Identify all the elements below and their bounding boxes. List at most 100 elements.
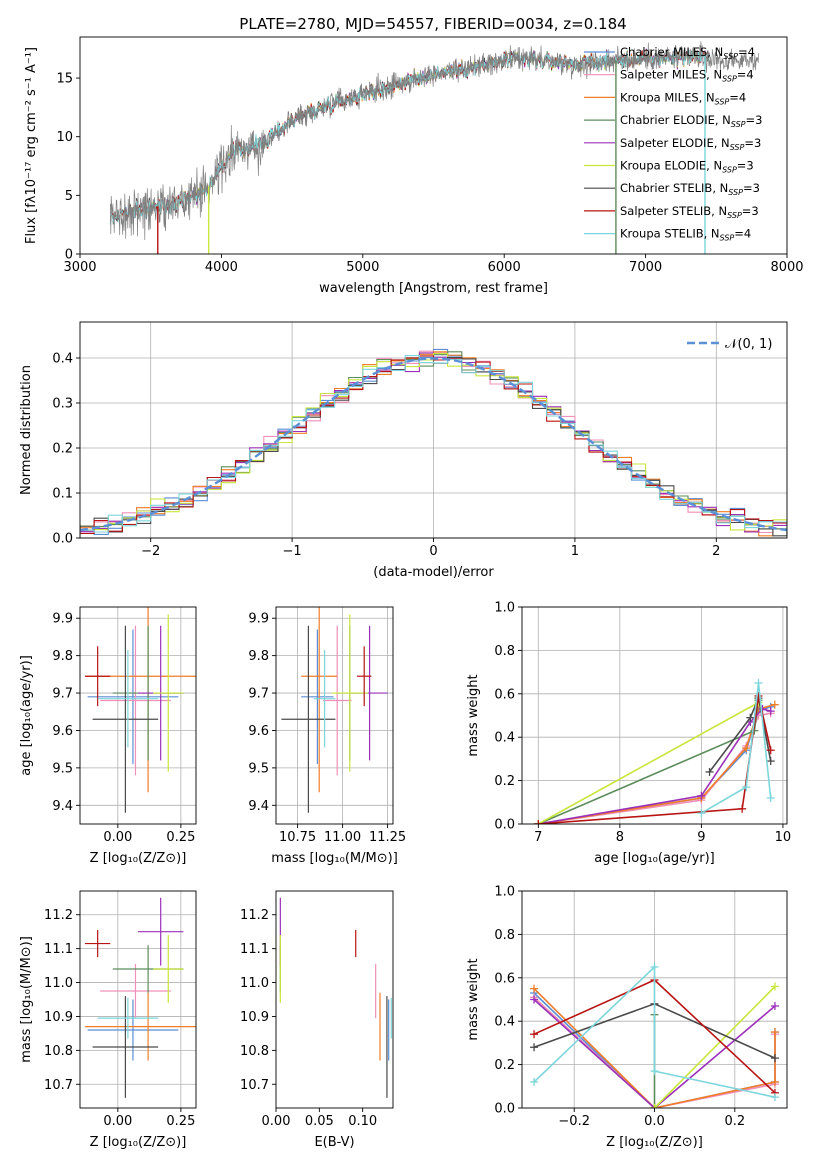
- y-tick-label: 9.7: [52, 687, 73, 702]
- y-tick-label: 9.5: [248, 761, 269, 776]
- panel-age-vs-Z: 0.00 0.25 9.4 9.5 9.6 9.7 9.8 9.9 Z [log₁₀(Z/Z⊙)…: [19, 606, 197, 866]
- x-axis-label: mass [log₁₀(M/M⊙)]: [271, 851, 398, 866]
- x-tick-label: −1: [283, 544, 302, 559]
- x-tick-label: 2: [712, 544, 720, 559]
- legend-label: Salpeter ELODIE, NSSP=3: [620, 136, 761, 152]
- y-tick-label: 10.9: [44, 1010, 73, 1025]
- y-tick-label: 9.9: [248, 612, 269, 627]
- weight-line: [700, 682, 772, 814]
- y-tick-label: 9.4: [248, 799, 269, 814]
- panel-weight-vs-Z: −0.2 0.0 0.2 0.0 0.2 0.4 0.6 0.8 1.0 Z [log₁₀(Z/Z…: [466, 885, 788, 1150]
- plot-area: [85, 897, 196, 1098]
- x-tick-label: 7000: [629, 260, 662, 275]
- y-tick-label: 0.0: [52, 532, 73, 547]
- y-tick-label: 11.2: [240, 908, 269, 923]
- axes-frame: [79, 890, 197, 1109]
- y-tick-label: 9.5: [52, 761, 73, 776]
- y-tick-label: 9.8: [248, 649, 269, 664]
- x-tick-label: 10.75: [279, 830, 316, 845]
- x-tick-label: 6000: [488, 260, 521, 275]
- y-tick-label: 0.2: [52, 442, 73, 457]
- y-axis-label: mass weight: [466, 958, 481, 1040]
- x-tick-label: 11.00: [324, 830, 361, 845]
- weight-line: [538, 712, 771, 824]
- x-axis-label: Z [log₁₀(Z/Z⊙)]: [606, 1135, 703, 1150]
- plot-area: [85, 607, 196, 813]
- y-tick-label: 0.4: [494, 1015, 515, 1030]
- legend-label: Chabrier STELIB, NSSP=3: [620, 181, 760, 197]
- weight-line: [653, 985, 776, 1108]
- observed-spectrum-line: [110, 41, 759, 241]
- weight-line: [537, 701, 759, 824]
- y-tick-label: 10.7: [240, 1078, 269, 1093]
- histogram-step: [80, 355, 787, 536]
- x-tick-label: 11.25: [369, 830, 406, 845]
- y-tick-label: 9.8: [52, 649, 73, 664]
- panel-age-vs-mass: 10.75 11.00 11.25 9.4 9.5 9.6 9.7 9.8 9.9 mass [l…: [248, 606, 406, 866]
- y-tick-label: 0.2: [494, 1058, 515, 1073]
- y-tick-label: 5: [65, 189, 73, 204]
- y-tick-label: 0: [65, 248, 73, 263]
- x-tick-label: 8: [616, 830, 624, 845]
- y-tick-label: 10.8: [240, 1044, 269, 1059]
- y-tick-label: 0.8: [494, 928, 515, 943]
- x-tick-label: 3000: [63, 260, 96, 275]
- x-tick-label: 10: [775, 830, 792, 845]
- x-tick-label: 0: [429, 544, 437, 559]
- y-tick-label: 11.1: [240, 942, 269, 957]
- plot-area: [530, 962, 779, 1108]
- x-tick-label: 0.0: [644, 1114, 665, 1129]
- y-tick-label: 0.4: [52, 352, 73, 367]
- y-tick-label: 0.2: [494, 774, 515, 789]
- y-tick-label: 1.0: [494, 885, 515, 900]
- y-tick-label: 9.9: [52, 612, 73, 627]
- plot-area: [281, 607, 388, 813]
- x-tick-label: 0.00: [262, 1114, 291, 1129]
- y-tick-label: 15: [56, 72, 73, 87]
- y-tick-label: 9.4: [52, 799, 73, 814]
- axes-frame: [79, 36, 788, 255]
- y-tick-label: 11.1: [44, 942, 73, 957]
- weight-line: [533, 965, 776, 1098]
- x-tick-label: 0.2: [724, 1114, 745, 1129]
- axes-frame: [79, 606, 197, 825]
- x-tick-label: 8000: [770, 260, 803, 275]
- x-tick-label: −0.2: [558, 1114, 590, 1129]
- gaussian-curve: [80, 357, 787, 532]
- y-tick-label: 9.6: [248, 724, 269, 739]
- plot-area: [80, 348, 787, 537]
- legend-label: Kroupa ELODIE, NSSP=3: [620, 159, 754, 175]
- y-axis-label: age [log₁₀(age/yr)]: [19, 655, 34, 776]
- y-tick-label: 1.0: [494, 601, 515, 616]
- x-axis-label: (data-model)/error: [373, 565, 494, 580]
- x-axis-label: Z [log₁₀(Z/Z⊙)]: [90, 1135, 187, 1150]
- y-axis-label: mass [log₁₀(M/M⊙)]: [19, 936, 34, 1063]
- y-tick-label: 0.4: [494, 731, 515, 746]
- x-axis-label: E(B-V): [314, 1135, 354, 1150]
- axes-frame: [275, 606, 394, 825]
- plot-area: [109, 41, 759, 254]
- x-tick-label: 1: [571, 544, 579, 559]
- axes-frame: [275, 890, 394, 1109]
- x-tick-label: 5000: [346, 260, 379, 275]
- panel-mass-vs-ebv: 0.00 0.05 0.10 10.7 10.8 10.9 11.0 11.1 11.2 E(B-…: [240, 890, 394, 1150]
- legend-label: Chabrier ELODIE, NSSP=3: [620, 113, 762, 129]
- x-tick-label: 0.25: [166, 1114, 195, 1129]
- x-axis-label: wavelength [Angstrom, rest frame]: [319, 281, 548, 296]
- y-tick-label: 0.6: [494, 971, 515, 986]
- x-tick-label: 0.05: [305, 1114, 334, 1129]
- x-tick-label: −2: [141, 544, 160, 559]
- y-tick-label: 0.0: [494, 1102, 515, 1117]
- legend-label: Kroupa MILES, NSSP=4: [620, 90, 746, 106]
- legend-label: Chabrier MILES, NSSP=4: [620, 45, 755, 61]
- x-tick-label: 0.10: [348, 1114, 377, 1129]
- y-tick-label: 11.0: [240, 976, 269, 991]
- x-tick-label: 4000: [205, 260, 238, 275]
- y-tick-label: 9.6: [52, 724, 73, 739]
- y-axis-label: Flux [fλ10⁻¹⁷ erg cm⁻² s⁻¹ A⁻¹]: [24, 47, 39, 244]
- y-tick-label: 10.8: [44, 1044, 73, 1059]
- x-axis-label: Z [log₁₀(Z/Z⊙)]: [90, 851, 187, 866]
- panel-weight-vs-age: 7 8 9 10 0.0 0.2 0.4 0.6 0.8 1.0 age [log₁₀(age/yr…: [466, 601, 791, 867]
- plot-area: [279, 897, 392, 1098]
